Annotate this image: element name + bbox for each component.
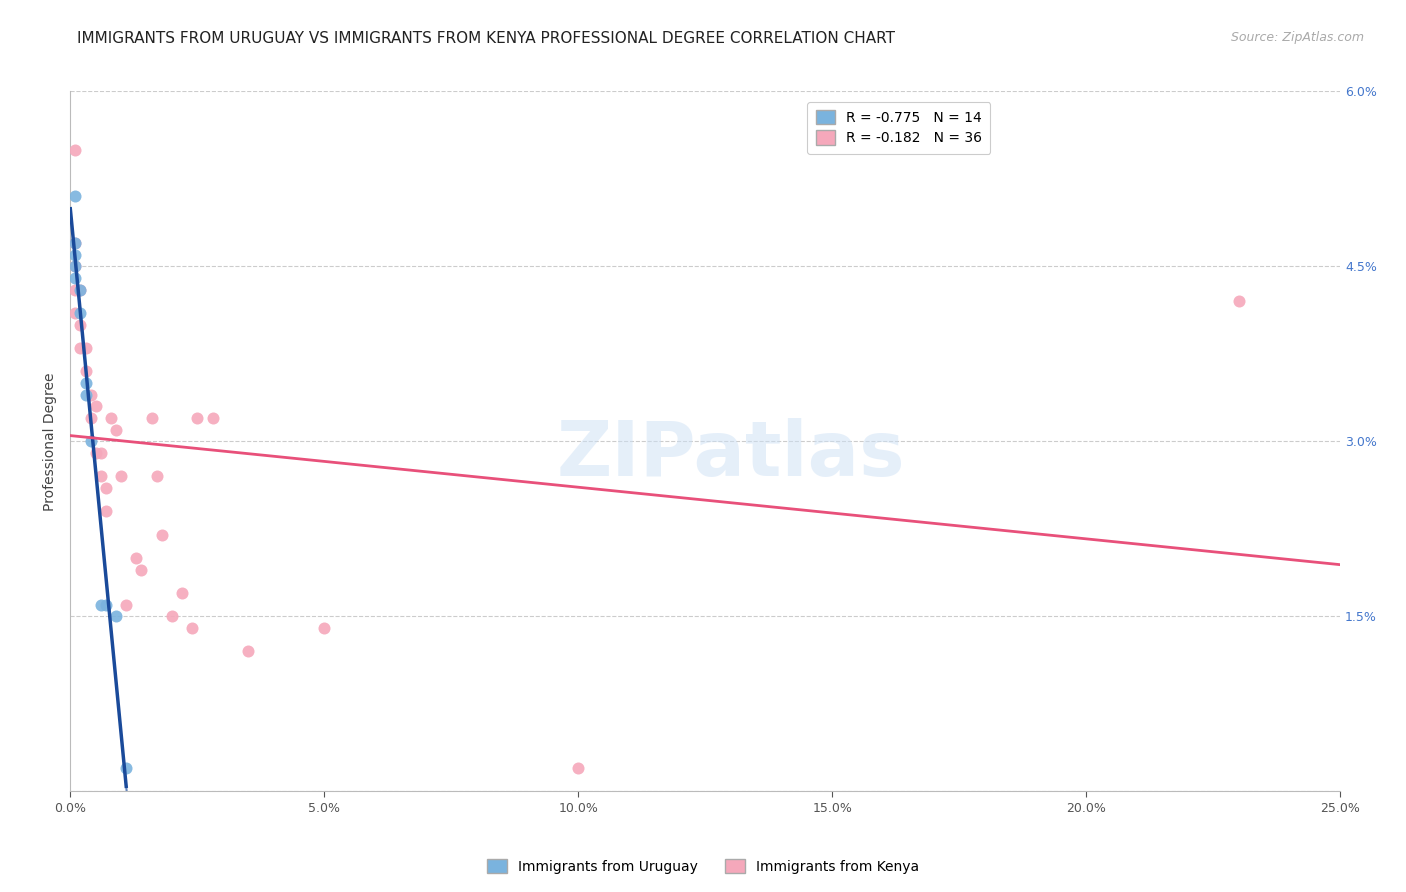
Point bbox=[131, 563, 153, 577]
Point bbox=[567, 761, 589, 775]
Point bbox=[75, 387, 97, 401]
Point bbox=[65, 271, 87, 285]
Point bbox=[1227, 294, 1250, 309]
Point bbox=[65, 235, 87, 250]
Point bbox=[236, 644, 259, 658]
Point bbox=[160, 609, 183, 624]
Point bbox=[181, 621, 204, 635]
Point bbox=[170, 586, 193, 600]
Point bbox=[94, 504, 117, 518]
Point bbox=[84, 399, 107, 413]
Point bbox=[90, 446, 112, 460]
Point bbox=[125, 550, 148, 565]
Point bbox=[84, 446, 107, 460]
Point bbox=[69, 283, 91, 297]
Y-axis label: Professional Degree: Professional Degree bbox=[44, 372, 58, 510]
Point bbox=[79, 411, 101, 425]
Point bbox=[145, 469, 167, 483]
Point bbox=[65, 260, 87, 274]
Point bbox=[90, 469, 112, 483]
Point bbox=[65, 235, 87, 250]
Point bbox=[105, 423, 128, 437]
Point bbox=[65, 306, 87, 320]
Point bbox=[110, 469, 132, 483]
Point bbox=[115, 761, 138, 775]
Point bbox=[75, 364, 97, 378]
Point bbox=[65, 247, 87, 261]
Point bbox=[65, 143, 87, 157]
Point bbox=[94, 481, 117, 495]
Point bbox=[100, 411, 122, 425]
Point bbox=[79, 387, 101, 401]
Point bbox=[201, 411, 224, 425]
Point bbox=[90, 598, 112, 612]
Point bbox=[69, 341, 91, 355]
Point bbox=[150, 527, 173, 541]
Point bbox=[115, 598, 138, 612]
Point bbox=[75, 376, 97, 390]
Text: IMMIGRANTS FROM URUGUAY VS IMMIGRANTS FROM KENYA PROFESSIONAL DEGREE CORRELATION: IMMIGRANTS FROM URUGUAY VS IMMIGRANTS FR… bbox=[77, 31, 896, 46]
Point bbox=[69, 283, 91, 297]
Point bbox=[314, 621, 336, 635]
Point bbox=[65, 260, 87, 274]
Point bbox=[105, 609, 128, 624]
Point bbox=[65, 283, 87, 297]
Text: Source: ZipAtlas.com: Source: ZipAtlas.com bbox=[1230, 31, 1364, 45]
Point bbox=[94, 598, 117, 612]
Point bbox=[186, 411, 208, 425]
Text: ZIPatlas: ZIPatlas bbox=[557, 418, 905, 492]
Point bbox=[79, 434, 101, 449]
Point bbox=[75, 341, 97, 355]
Legend: R = -0.775   N = 14, R = -0.182   N = 36: R = -0.775 N = 14, R = -0.182 N = 36 bbox=[807, 102, 990, 153]
Point bbox=[69, 318, 91, 332]
Point bbox=[69, 306, 91, 320]
Point bbox=[141, 411, 163, 425]
Point bbox=[65, 189, 87, 203]
Legend: Immigrants from Uruguay, Immigrants from Kenya: Immigrants from Uruguay, Immigrants from… bbox=[479, 852, 927, 880]
